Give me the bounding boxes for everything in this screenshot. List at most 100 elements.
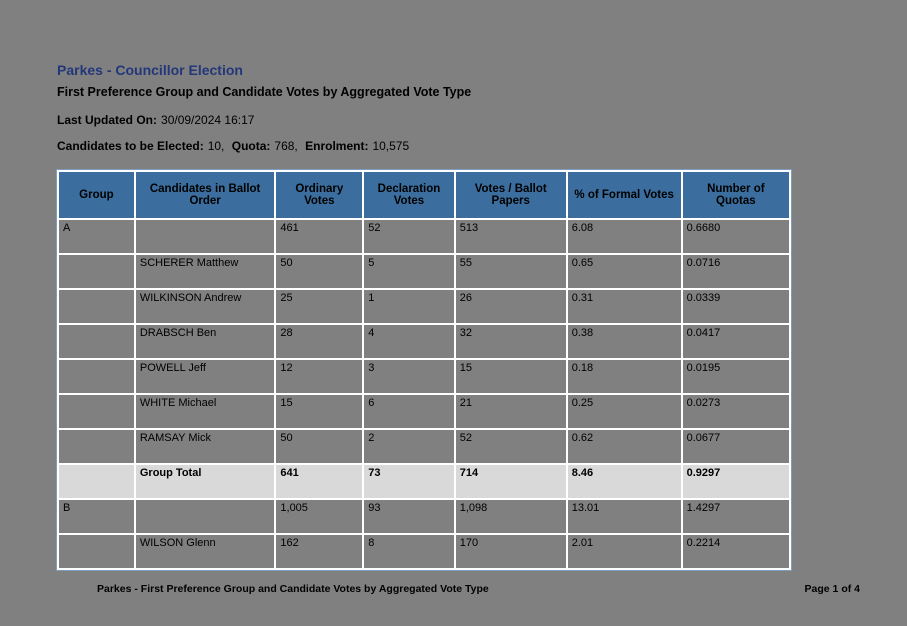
cell-declaration: 6	[362, 393, 456, 430]
cell-quotas: 0.0417	[680, 323, 792, 360]
cell-quotas: 0.0716	[680, 253, 792, 290]
table-row: A 461 52 513 6.08 0.6680	[57, 218, 792, 255]
cell-declaration: 52	[362, 218, 456, 255]
cell-group	[57, 253, 136, 290]
quota-value: 768,	[274, 139, 298, 153]
candidates-elected-label: Candidates to be Elected:	[57, 139, 204, 153]
cell-quotas: 0.6680	[680, 218, 792, 255]
cell-formal_pct: 0.18	[565, 358, 683, 395]
last-updated-line: Last Updated On: 30/09/2024 16:17	[57, 113, 258, 127]
cell-formal_pct: 0.65	[565, 253, 683, 290]
cell-ordinary: 50	[274, 253, 365, 290]
cell-group	[57, 463, 136, 500]
header-votes-ballot-papers: Votes / Ballot Papers	[453, 170, 568, 220]
cell-declaration: 2	[362, 428, 456, 465]
cell-group	[57, 358, 136, 395]
cell-quotas: 0.9297	[680, 463, 792, 500]
cell-formal_pct: 2.01	[565, 533, 683, 570]
cell-ordinary: 28	[274, 323, 365, 360]
cell-formal_pct: 8.46	[565, 463, 683, 500]
cell-declaration: 73	[362, 463, 456, 500]
page-footer: Parkes - First Preference Group and Cand…	[97, 583, 860, 595]
cell-formal_pct: 0.38	[565, 323, 683, 360]
cell-group: B	[57, 498, 136, 535]
table-row: WILSON Glenn 162 8 170 2.01 0.2214	[57, 533, 792, 570]
cell-ordinary: 162	[274, 533, 365, 570]
cell-ordinary: 12	[274, 358, 365, 395]
cell-declaration: 5	[362, 253, 456, 290]
enrolment-value: 10,575	[372, 139, 410, 153]
cell-quotas: 0.0273	[680, 393, 792, 430]
cell-quotas: 0.0339	[680, 288, 792, 325]
cell-ballot: 170	[453, 533, 568, 570]
cell-ordinary: 15	[274, 393, 365, 430]
cell-ballot: 15	[453, 358, 568, 395]
last-updated-label: Last Updated On:	[57, 113, 158, 127]
header-ordinary-votes: Ordinary Votes	[274, 170, 365, 220]
cell-quotas: 1.4297	[680, 498, 792, 535]
cell-group	[57, 323, 136, 360]
cell-candidate	[133, 498, 277, 535]
votes-table: Group Candidates in Ballot Order Ordinar…	[56, 169, 792, 571]
header-number-of-quotas: Number of Quotas	[680, 170, 792, 220]
cell-candidate: SCHERER Matthew	[133, 253, 277, 290]
cell-group	[57, 533, 136, 570]
cell-candidate	[133, 218, 277, 255]
table-row: DRABSCH Ben 28 4 32 0.38 0.0417	[57, 323, 792, 360]
election-stats-line: Candidates to be Elected: 10, Quota: 768, …	[57, 139, 413, 153]
cell-ordinary: 1,005	[274, 498, 365, 535]
table-row: POWELL Jeff 12 3 15 0.18 0.0195	[57, 358, 792, 395]
header-declaration-votes: Declaration Votes	[362, 170, 456, 220]
cell-group	[57, 288, 136, 325]
table-row: RAMSAY Mick 50 2 52 0.62 0.0677	[57, 428, 792, 465]
cell-ordinary: 461	[274, 218, 365, 255]
cell-ballot: 32	[453, 323, 568, 360]
table-row: SCHERER Matthew 50 5 55 0.65 0.0716	[57, 253, 792, 290]
cell-ordinary: 641	[274, 463, 365, 500]
quota-label: Quota:	[231, 139, 271, 153]
cell-declaration: 8	[362, 533, 456, 570]
cell-candidate: RAMSAY Mick	[133, 428, 277, 465]
cell-ordinary: 25	[274, 288, 365, 325]
group-total-row: Group Total 641 73 714 8.46 0.9297	[57, 463, 792, 500]
cell-group	[57, 393, 136, 430]
cell-declaration: 1	[362, 288, 456, 325]
cell-ordinary: 50	[274, 428, 365, 465]
cell-quotas: 0.2214	[680, 533, 792, 570]
footer-report-title: Parkes - First Preference Group and Cand…	[97, 583, 489, 595]
report-title: Parkes - Councillor Election	[57, 62, 243, 78]
cell-ballot: 714	[453, 463, 568, 500]
cell-group: A	[57, 218, 136, 255]
cell-quotas: 0.0195	[680, 358, 792, 395]
cell-ballot: 1,098	[453, 498, 568, 535]
cell-ballot: 21	[453, 393, 568, 430]
votes-table-header: Group Candidates in Ballot Order Ordinar…	[57, 170, 792, 220]
cell-declaration: 4	[362, 323, 456, 360]
candidates-elected-value: 10,	[207, 139, 225, 153]
cell-candidate: Group Total	[133, 463, 277, 500]
cell-ballot: 55	[453, 253, 568, 290]
cell-formal_pct: 6.08	[565, 218, 683, 255]
cell-candidate: WILSON Glenn	[133, 533, 277, 570]
cell-ballot: 513	[453, 218, 568, 255]
cell-ballot: 26	[453, 288, 568, 325]
cell-formal_pct: 0.25	[565, 393, 683, 430]
table-row: B 1,005 93 1,098 13.01 1.4297	[57, 498, 792, 535]
enrolment-label: Enrolment:	[305, 139, 369, 153]
cell-formal_pct: 0.31	[565, 288, 683, 325]
votes-table-body: A 461 52 513 6.08 0.6680 SCHERER Matthew 50 5 55 0…	[57, 218, 792, 570]
cell-quotas: 0.0677	[680, 428, 792, 465]
cell-candidate: POWELL Jeff	[133, 358, 277, 395]
footer-page-number: Page 1 of 4	[804, 583, 860, 595]
cell-formal_pct: 13.01	[565, 498, 683, 535]
header-candidates: Candidates in Ballot Order	[133, 170, 277, 220]
cell-declaration: 3	[362, 358, 456, 395]
cell-candidate: WILKINSON Andrew	[133, 288, 277, 325]
last-updated-value: 30/09/2024 16:17	[161, 113, 255, 127]
cell-candidate: WHITE Michael	[133, 393, 277, 430]
header-group: Group	[57, 170, 136, 220]
cell-group	[57, 428, 136, 465]
header-percent-formal-votes: % of Formal Votes	[565, 170, 683, 220]
cell-candidate: DRABSCH Ben	[133, 323, 277, 360]
table-row: WILKINSON Andrew 25 1 26 0.31 0.0339	[57, 288, 792, 325]
